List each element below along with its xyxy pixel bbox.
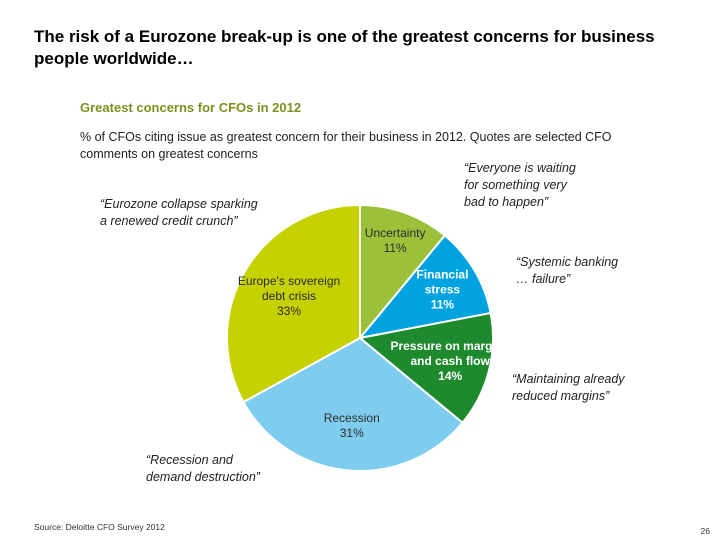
chart-title: Greatest concerns for CFOs in 2012 [80,100,302,115]
page-number: 26 [700,526,710,536]
slide-title: The risk of a Eurozone break-up is one o… [34,27,655,68]
pie-slice [242,336,464,472]
pie-slice-label: Uncertainty 11% [365,226,426,255]
pie-slice-label: Recession 31% [324,411,380,440]
pie-slice-label: Pressure on margins and cash flow 14% [390,339,510,383]
pie-slice [226,203,361,404]
quote-margins: “Maintaining already reduced margins” [512,372,625,403]
source-note: Source: Deloitte CFO Survey 2012 [34,522,165,532]
pie-slice [357,234,492,340]
quote-uncertainty: “Everyone is waiting for something very … [464,161,576,209]
chart-subtitle: % of CFOs citing issue as greatest conce… [80,130,612,161]
pie-slice-label: Europe's sovereign debt crisis 33% [238,274,340,318]
quote-recession: “Recession and demand destruction” [146,453,260,484]
pie-slice-label: Financial stress 11% [416,267,468,311]
pie-slice [359,203,447,341]
pie-slice [357,311,494,425]
quote-eurozone-collapse: “Eurozone collapse sparking a renewed cr… [100,197,258,228]
quote-systemic-banking: “Systemic banking … failure” [516,255,619,286]
